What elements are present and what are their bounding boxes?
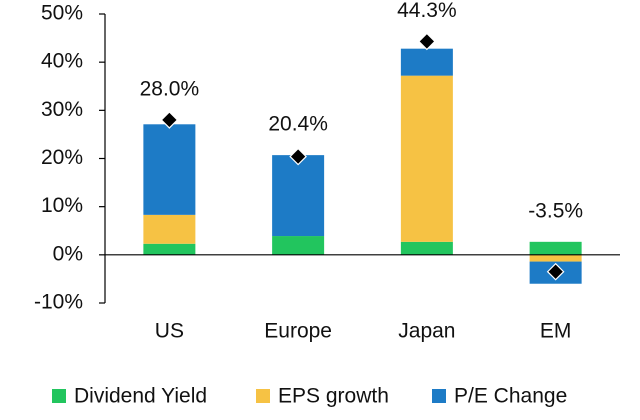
value-label: -3.5% (528, 199, 583, 222)
y-tick-label: 10% (41, 194, 83, 217)
value-label: 28.0% (140, 78, 200, 101)
x-tick-label: US (155, 320, 184, 343)
y-tick-label: 40% (41, 50, 83, 73)
legend-label: Dividend Yield (74, 385, 207, 408)
total-marker (160, 111, 179, 129)
bar-segment (529, 241, 582, 255)
value-label: 44.3% (397, 0, 457, 22)
legend-swatch (52, 389, 66, 403)
bar-segment (272, 155, 325, 237)
legend-label: P/E Change (454, 385, 567, 408)
y-tick-label: 30% (41, 98, 83, 121)
bar-segment (400, 48, 453, 76)
x-tick-label: Japan (398, 320, 455, 343)
bar-segment (272, 236, 325, 255)
value-label: 20.4% (268, 113, 328, 136)
legend-swatch (256, 389, 270, 403)
y-tick-label: 20% (41, 146, 83, 169)
x-tick-label: Europe (264, 320, 332, 343)
bar-segment (143, 214, 196, 244)
y-tick-label: -10% (34, 291, 83, 314)
total-marker (289, 147, 307, 166)
x-tick-label: EM (540, 320, 572, 343)
bar-segment (143, 243, 196, 255)
total-marker (418, 32, 436, 51)
legend-swatch (432, 389, 446, 403)
y-tick-label: 0% (53, 242, 83, 265)
y-tick-label: 50% (41, 2, 83, 25)
bar-segment (529, 254, 582, 262)
legend-label: EPS growth (278, 385, 389, 408)
total-marker (546, 262, 565, 281)
bar-segment (400, 75, 453, 242)
bar-segment (400, 241, 453, 255)
bar-segment (143, 124, 196, 215)
